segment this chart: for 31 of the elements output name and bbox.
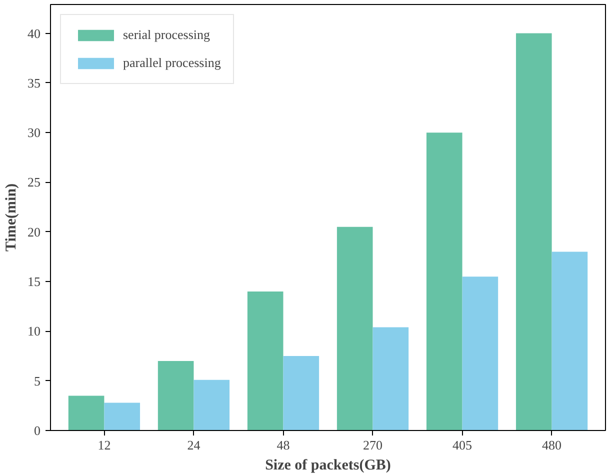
- bar: [462, 276, 498, 430]
- bar: [104, 402, 140, 430]
- x-tick-label: 480: [542, 438, 562, 452]
- bar: [552, 252, 588, 430]
- y-axis-title: Time(min): [4, 183, 20, 252]
- bar: [283, 356, 320, 430]
- legend-label: serial processing: [123, 27, 210, 43]
- x-tick-label: 48: [276, 438, 290, 452]
- y-tick-label: 15: [28, 274, 40, 290]
- bar: [336, 226, 373, 430]
- x-axis-title: Size of packets(GB): [265, 458, 391, 474]
- y-tick-label: 20: [28, 224, 40, 240]
- bar: [247, 291, 284, 430]
- bar: [426, 132, 462, 430]
- y-tick-label: 5: [34, 373, 40, 388]
- x-tick-label: 12: [98, 438, 111, 452]
- x-tick-label: 24: [187, 438, 201, 452]
- bar: [68, 396, 104, 430]
- y-tick-label: 10: [28, 324, 40, 339]
- bar: [194, 380, 230, 430]
- y-tick-label: 0: [34, 423, 40, 438]
- y-tick-label: 30: [28, 125, 40, 140]
- legend-label: parallel processing: [123, 55, 221, 71]
- x-tick-label: 270: [363, 438, 383, 452]
- x-tick-label: 405: [452, 438, 472, 452]
- y-tick-label: 25: [28, 174, 40, 190]
- bar: [372, 327, 409, 430]
- bar: [516, 33, 552, 430]
- bar: [158, 360, 194, 430]
- y-tick-label: 35: [28, 75, 40, 90]
- y-tick-label: 40: [28, 26, 40, 41]
